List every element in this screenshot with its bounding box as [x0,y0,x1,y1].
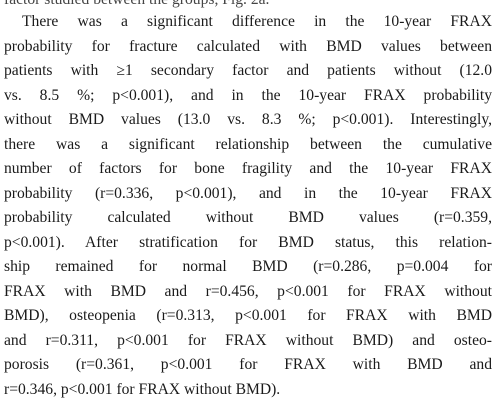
paragraph-line: number of factors for bone fragility and… [4,160,492,177]
paragraph-line: ship remained for normal BMD (r=0.286, p… [4,258,492,275]
paragraph-line: probability (r=0.336, p<0.001), and in t… [4,184,492,202]
paragraph-line: BMD), osteopenia (r=0.313, p<0.001 for F… [4,307,492,324]
paragraph-line: FRAX with BMD and r=0.456, p<0.001 for F… [4,282,492,300]
paragraph-line: without BMD values (13.0 vs. 8.3 %; p<0.… [4,111,492,128]
paragraph-line: There was a significant difference in th… [22,13,492,30]
paragraph-line: probability for fracture calculated with… [4,37,492,55]
body-paragraph: There was a significant difference in th… [4,10,492,402]
paragraph-line: patients with ≥1 secondary factor and pa… [4,62,492,79]
cutoff-previous-line: factor studied between the groups, Fig. … [4,0,492,13]
paragraph-line: there was a significant relationship bet… [4,135,492,153]
paragraph-line: p<0.001). After stratification for BMD s… [4,233,492,251]
paragraph-line: and r=0.311, p<0.001 for FRAX without BM… [4,331,492,349]
paragraph-line: r=0.346, p<0.001 for FRAX without BMD). [4,380,281,398]
paragraph-line: porosis (r=0.361, p<0.001 for FRAX with … [4,356,492,373]
paragraph-line: probability calculated without BMD value… [4,209,492,226]
paragraph-line: vs. 8.5 %; p<0.001), and in the 10-year … [4,86,492,104]
